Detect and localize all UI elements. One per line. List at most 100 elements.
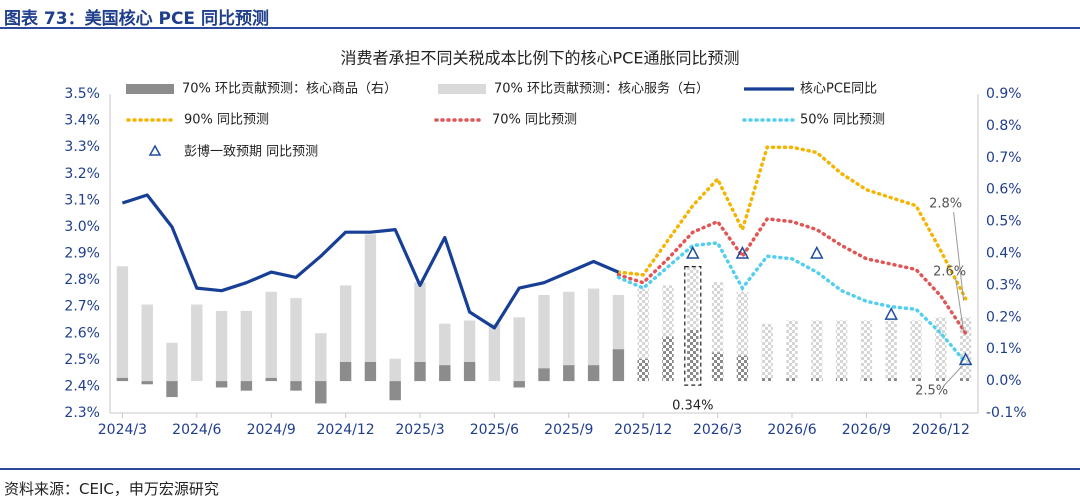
source-note: 资料来源：CEIC，申万宏源研究: [4, 480, 219, 498]
annotation-26: 2.6%: [933, 265, 966, 280]
goods-bar: [265, 377, 277, 382]
services-bar: [637, 288, 649, 359]
legend-services-label: 70% 环比贡献预测：核心服务（右）: [494, 81, 709, 97]
left-tick-label: 3.2%: [64, 166, 100, 182]
services-bar: [885, 320, 897, 378]
services-bar: [240, 310, 253, 382]
annotation-28-leader: [953, 211, 965, 301]
services-bar: [389, 358, 401, 382]
left-tick-label: 2.4%: [64, 378, 100, 394]
services-bar: [290, 298, 302, 382]
goods-bar: [215, 381, 228, 388]
goods-bar: [910, 377, 922, 382]
legend-services-swatch: [438, 84, 486, 94]
top-rule: [0, 27, 1080, 29]
annotation-26-leader: [955, 277, 965, 332]
services-bar: [860, 320, 873, 378]
left-tick-label: 3.1%: [64, 192, 100, 208]
right-tick-label: -0.1%: [986, 405, 1027, 421]
goods-bar: [315, 381, 327, 404]
services-bar: [711, 282, 724, 353]
x-tick-label: 2026/12: [912, 422, 970, 438]
services-bar: [612, 294, 625, 350]
figure-title: 图表 73：美国核心 PCE 同比预测: [4, 9, 269, 29]
x-tick-label: 2026/6: [767, 422, 816, 438]
goods-bar: [711, 352, 724, 382]
goods-bar: [389, 381, 401, 401]
goods-bar: [860, 377, 873, 382]
series-90-line: [616, 145, 968, 301]
goods-bar: [463, 361, 476, 382]
goods-bar: [339, 361, 352, 382]
x-tick-label: 2025/9: [544, 422, 593, 438]
right-tick-label: 0.9%: [986, 86, 1022, 102]
left-tick-label: 3.5%: [64, 86, 100, 102]
services-bar: [265, 291, 277, 378]
left-tick-label: 3.4%: [64, 113, 100, 129]
chart: 消费者承担不同关税成本比例下的核心PCE通胀同比预测 2.3% 2.4% 2.5% 2.…: [64, 49, 1027, 439]
left-tick-label: 3.3%: [64, 139, 100, 155]
right-tick-label: 0.7%: [986, 150, 1022, 166]
right-tick-label: 0.8%: [986, 118, 1022, 134]
services-bar: [835, 320, 848, 378]
goods-bar: [141, 381, 153, 385]
services-bar: [463, 320, 476, 362]
goods-bar: [811, 377, 823, 382]
goods-bar: [414, 361, 426, 382]
goods-bar: [563, 365, 575, 382]
services-bar: [538, 294, 550, 369]
services-bar: [563, 291, 575, 366]
actual-core-pce-line: [121, 193, 620, 330]
goods-bar: [959, 377, 972, 382]
services-bar: [910, 320, 922, 378]
goods-bar: [935, 377, 947, 382]
services-bar: [116, 266, 129, 378]
left-tick-label: 2.5%: [64, 352, 100, 368]
goods-bar: [587, 365, 600, 382]
legend-goods-swatch: [126, 84, 174, 94]
right-tick-label: 0.1%: [986, 341, 1022, 357]
x-tick-label: 2024/9: [247, 422, 296, 438]
annotation-034: 0.34%: [672, 399, 713, 414]
bottom-rule: [0, 468, 1080, 470]
x-tick-label: 2024/12: [317, 422, 375, 438]
annotation-25-leader: [943, 365, 963, 387]
goods-bar: [612, 349, 625, 382]
highlight-box: [684, 266, 702, 386]
services-bar: [687, 266, 699, 331]
right-tick-label: 0.5%: [986, 214, 1022, 230]
legend-goods-label: 70% 环比贡献预测：核心商品（右）: [182, 82, 397, 97]
services-bar: [513, 317, 525, 382]
series-50-line: [616, 241, 968, 365]
x-tick-label: 2024/3: [98, 422, 147, 438]
bloomberg-triangle-marker: [735, 245, 750, 259]
right-tick-label: 0.6%: [986, 182, 1022, 198]
goods-bar: [364, 361, 377, 382]
left-tick-label: 2.7%: [64, 299, 100, 315]
x-tick-label: 2025/3: [395, 422, 444, 438]
services-bar: [959, 317, 972, 378]
right-tick-label: 0.2%: [986, 309, 1022, 325]
bloomberg-triangle-marker: [686, 245, 700, 259]
goods-bar: [513, 381, 525, 388]
services-bar: [935, 317, 947, 378]
services-bar: [364, 234, 377, 362]
bloomberg-triangle-marker: [884, 307, 898, 320]
left-tick-label: 2.9%: [64, 246, 100, 262]
right-tick-label: 0.3%: [986, 277, 1022, 293]
goods-bar: [290, 381, 302, 391]
annotation-28: 2.8%: [929, 197, 962, 212]
left-tick-label: 2.8%: [64, 272, 100, 288]
bloomberg-triangle-marker: [958, 352, 973, 366]
legend-bloomberg-label: 彭博一致预期 同比预测: [184, 145, 318, 160]
right-tick-label: 0.4%: [986, 246, 1022, 262]
services-bar: [339, 285, 352, 362]
services-bar: [191, 304, 203, 382]
x-tick-label: 2026/9: [842, 422, 891, 438]
services-bar: [166, 342, 178, 382]
x-tick-label: 2026/3: [693, 422, 742, 438]
services-bar: [662, 285, 674, 337]
services-bar: [141, 304, 153, 382]
left-tick-label: 2.6%: [64, 325, 100, 341]
services-bar: [587, 288, 600, 366]
